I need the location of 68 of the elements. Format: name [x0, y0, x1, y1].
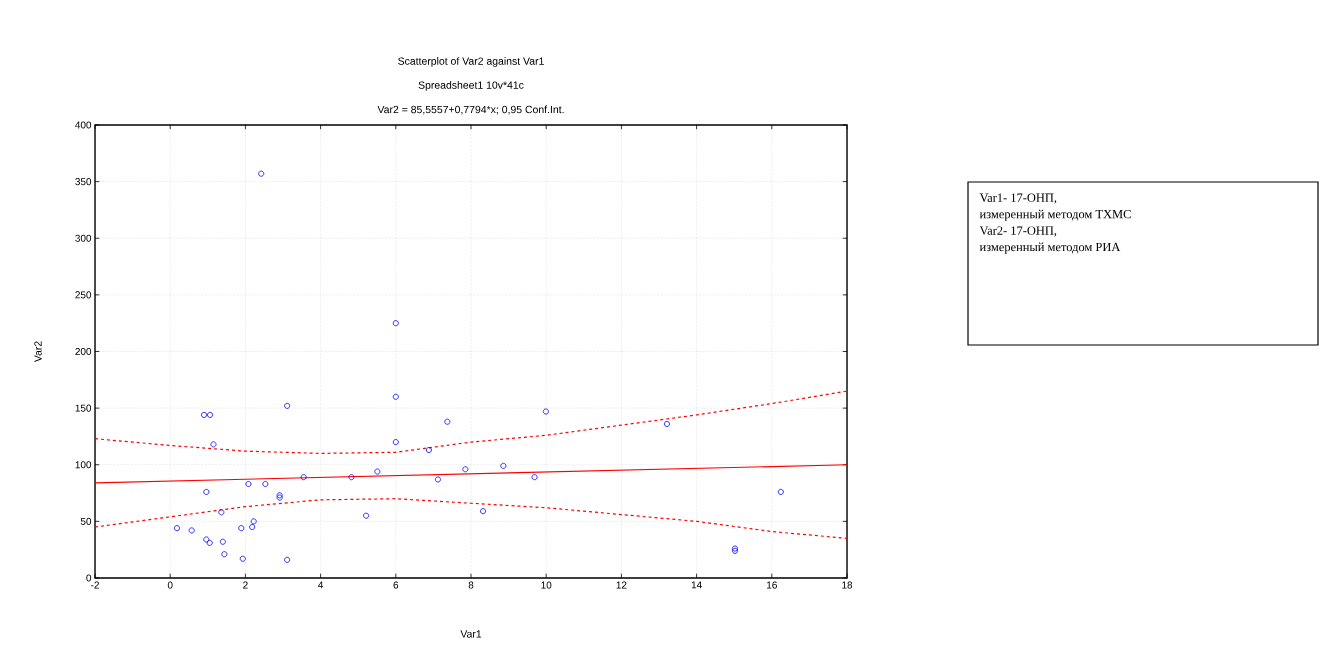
point: [363, 512, 370, 519]
y-tick-label: 50: [80, 517, 92, 525]
y-tick-label: 350: [75, 178, 92, 186]
point: [250, 518, 257, 525]
x-tick-label: 14: [691, 581, 702, 589]
chart-title: Scatterplot of Var2 against Var1: [398, 57, 544, 67]
y-tick-label: 150: [75, 404, 92, 412]
y-tick-label: 100: [75, 461, 92, 469]
point: [434, 476, 441, 483]
point: [480, 508, 487, 515]
text: Var2 = 85,5557+0,7794*x; 0,95 Conf.Int.: [377, 105, 564, 115]
text: измеренный методом РИА: [979, 242, 1121, 254]
point: [245, 481, 252, 487]
y-tick-label: 200: [75, 347, 92, 356]
point: [392, 393, 399, 400]
point: [663, 420, 670, 427]
line-series: [94, 498, 848, 539]
x-tick-label: 12: [616, 581, 627, 589]
point: [300, 474, 307, 481]
point: [531, 474, 538, 481]
x-tick-label: 6: [393, 581, 399, 589]
x-tick-label: -2: [91, 581, 99, 589]
point: [201, 411, 208, 418]
text: Var1- 17-ОНП,: [979, 193, 1057, 204]
point: [444, 418, 451, 425]
x-tick-label: 10: [541, 581, 552, 589]
x-tick-label: 8: [468, 581, 474, 589]
x-tick-label: 0: [167, 581, 173, 589]
point: [173, 525, 180, 532]
point: [238, 525, 245, 532]
point: [262, 481, 269, 487]
point: [188, 527, 195, 534]
point: [425, 447, 432, 453]
point: [210, 441, 217, 448]
point: [392, 439, 399, 446]
point: [249, 524, 256, 531]
y-tick-label: 400: [75, 121, 92, 129]
point: [218, 509, 225, 516]
x-tick-label: 4: [318, 581, 324, 589]
point: [284, 402, 291, 409]
point: [374, 468, 381, 475]
point: [392, 320, 399, 327]
point: [219, 538, 226, 545]
point: [203, 488, 210, 495]
point: [258, 170, 265, 177]
point: [221, 551, 228, 558]
point: [207, 411, 214, 418]
point: [239, 555, 246, 562]
chart-subtitle: Spreadsheet1 10v*41c: [418, 81, 524, 91]
line-series: [94, 390, 848, 455]
point: [203, 536, 210, 543]
point: [542, 408, 549, 415]
x-tick-label: 18: [842, 581, 853, 589]
y-tick-label: 0: [86, 574, 92, 582]
point: [284, 556, 291, 563]
point: [348, 474, 355, 481]
x-tick-label: 16: [767, 581, 777, 589]
y-tick-label: 250: [75, 291, 92, 299]
y-tick-label: 300: [75, 234, 92, 242]
point: [462, 466, 469, 473]
text: измеренный методом ТХМС: [979, 209, 1131, 221]
point: [777, 488, 784, 495]
x-tick-label: 2: [243, 581, 248, 589]
y-axis-title: Var2: [34, 341, 42, 363]
text: Var2- 17-ОНП,: [979, 226, 1057, 237]
point: [500, 462, 507, 469]
point: [206, 539, 213, 546]
x-axis-title: Var1: [460, 630, 482, 638]
